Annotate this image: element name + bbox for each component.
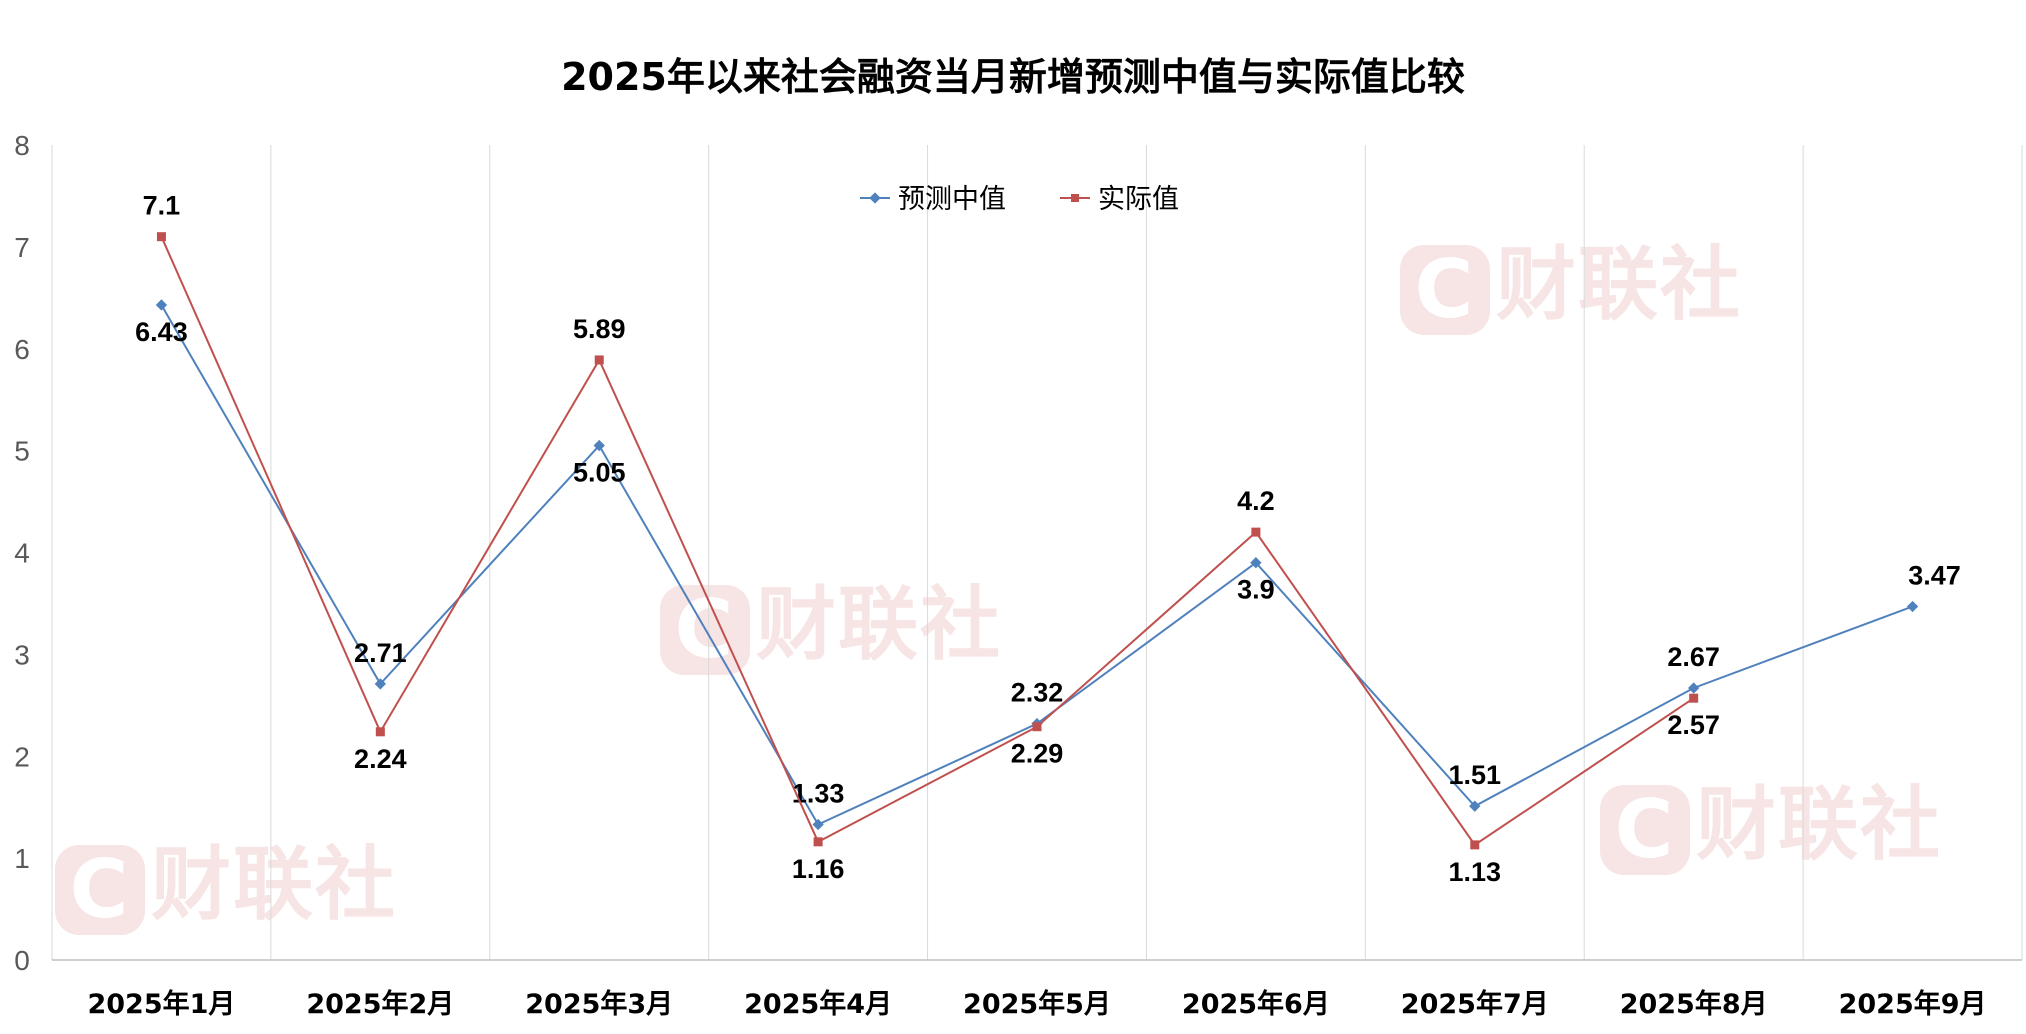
data-label: 3.9	[1237, 575, 1275, 605]
data-point	[1032, 722, 1042, 732]
x-tick-label: 2025年1月	[87, 988, 235, 1020]
y-tick-label: 7	[14, 232, 30, 263]
legend-marker	[869, 192, 881, 204]
data-label: 2.24	[354, 744, 407, 774]
watermark-logo: C 财联社	[1600, 760, 1942, 876]
data-point	[1689, 693, 1699, 703]
data-label: 5.89	[573, 314, 626, 344]
y-tick-label: 2	[14, 741, 30, 772]
y-tick-label: 1	[14, 843, 30, 874]
legend-label: 预测中值	[898, 184, 1006, 215]
data-point	[594, 355, 604, 365]
data-label: 5.05	[573, 458, 626, 488]
x-tick-label: 2025年4月	[744, 988, 892, 1020]
chart-title: 2025年以来社会融资当月新增预测中值与实际值比较	[561, 55, 1465, 99]
data-label: 4.2	[1237, 486, 1275, 516]
data-label: 2.57	[1667, 710, 1720, 740]
y-tick-label: 3	[14, 639, 30, 670]
data-point	[375, 727, 385, 737]
data-point	[1250, 557, 1262, 569]
data-label: 2.67	[1667, 642, 1720, 672]
series-line	[160, 236, 1695, 847]
x-tick-label: 2025年5月	[963, 988, 1111, 1020]
watermark-logo: C 财联社	[660, 560, 1002, 676]
data-point	[155, 299, 168, 311]
y-tick-label: 4	[14, 538, 30, 569]
data-label: 2.32	[1011, 678, 1064, 708]
data-label: 6.43	[135, 317, 188, 347]
data-point	[1251, 527, 1261, 537]
data-point	[813, 837, 823, 847]
watermark-logo: C 财联社	[1400, 220, 1742, 336]
y-tick-label: 0	[14, 945, 30, 976]
x-tick-label: 2025年8月	[1620, 988, 1768, 1020]
legend-label: 实际值	[1098, 184, 1179, 215]
y-tick-label: 5	[14, 436, 30, 467]
data-point	[812, 818, 824, 831]
y-tick-label: 6	[14, 334, 30, 365]
legend-marker	[1071, 194, 1079, 202]
data-label: 2.29	[1011, 739, 1064, 769]
x-tick-label: 2025年6月	[1182, 988, 1330, 1020]
y-tick-label: 8	[14, 130, 30, 161]
data-label: 7.1	[143, 191, 181, 221]
x-tick-label: 2025年3月	[525, 988, 673, 1020]
data-point	[1906, 600, 1919, 613]
data-point	[593, 439, 605, 452]
x-tick-label: 2025年2月	[306, 988, 454, 1020]
data-point	[1469, 800, 1481, 812]
data-point	[1470, 840, 1480, 850]
data-point	[374, 678, 386, 690]
data-point	[156, 232, 166, 242]
data-label: 3.47	[1908, 560, 1961, 590]
watermark-logo: C 财联社	[55, 820, 397, 936]
data-label: 2.71	[354, 638, 407, 668]
data-label: 1.16	[792, 854, 845, 884]
data-label: 1.13	[1448, 857, 1501, 887]
x-tick-label: 2025年9月	[1839, 988, 1987, 1020]
data-label: 1.33	[792, 779, 845, 809]
data-label: 1.51	[1448, 760, 1501, 790]
data-point	[1688, 682, 1700, 694]
x-tick-label: 2025年7月	[1401, 988, 1549, 1020]
